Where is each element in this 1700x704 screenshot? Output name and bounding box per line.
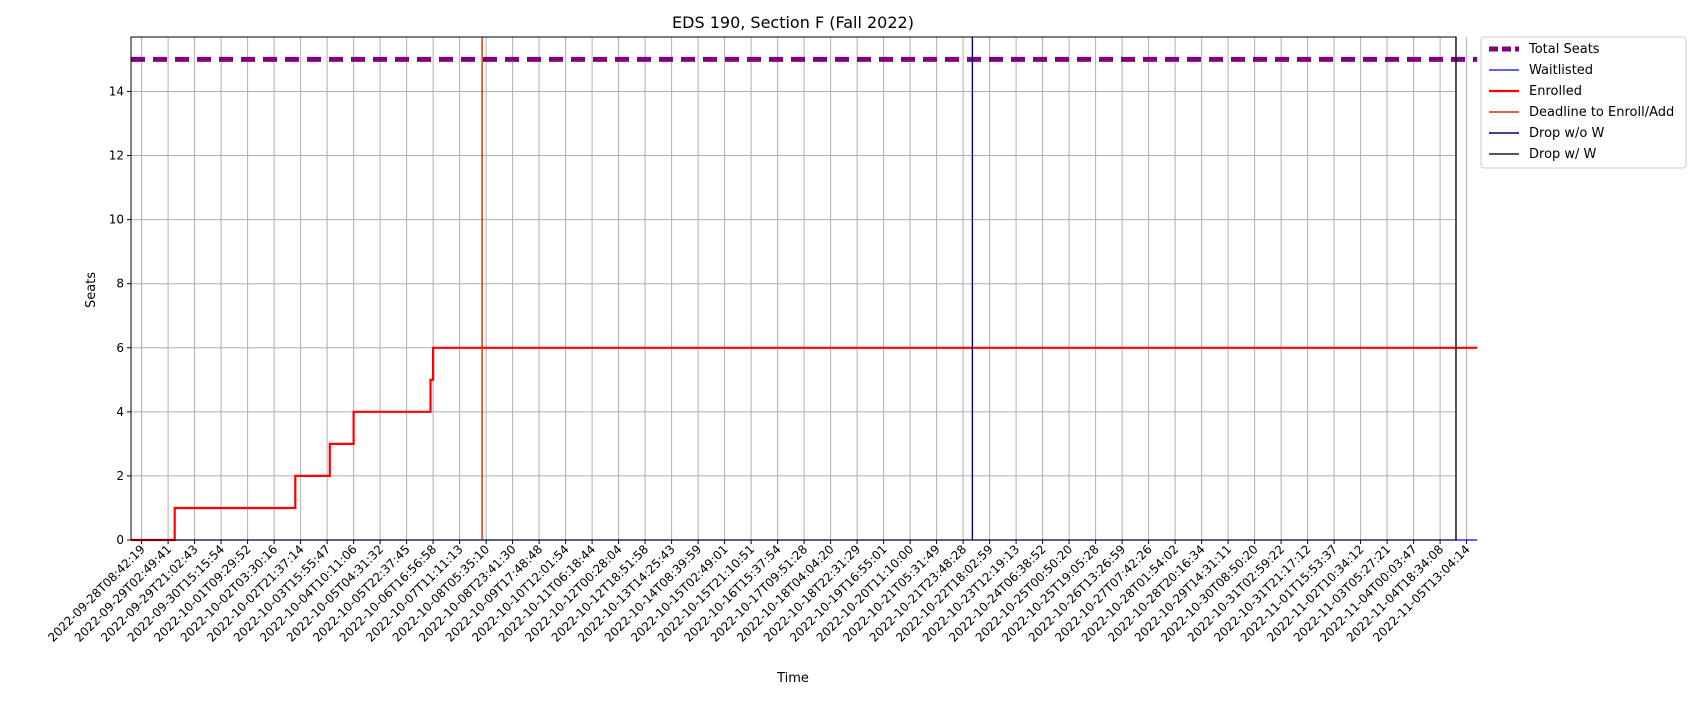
legend-label-deadline-to-enroll-add: Deadline to Enroll/Add xyxy=(1529,105,1674,120)
y-axis-label: Seats xyxy=(84,272,99,308)
x-axis: 2022-09-28T08:42:192022-09-29T02:49:4120… xyxy=(45,540,1473,645)
y-tick-label: 10 xyxy=(109,213,124,227)
y-tick-label: 0 xyxy=(116,533,124,547)
x-axis-label: Time xyxy=(776,671,809,686)
y-tick-label: 14 xyxy=(109,84,124,98)
plot-frame xyxy=(130,36,1457,541)
legend-label-drop-w-w: Drop w/ W xyxy=(1529,147,1597,162)
y-tick-label: 4 xyxy=(116,405,124,419)
legend-label-waitlisted: Waitlisted xyxy=(1529,63,1593,78)
legend-frame xyxy=(1480,36,1687,169)
chart-title: EDS 190, Section F (Fall 2022) xyxy=(672,13,914,32)
series-enrolled-line xyxy=(131,346,1478,542)
deadline-markers xyxy=(481,37,1457,540)
legend-label-enrolled: Enrolled xyxy=(1529,84,1582,99)
grid xyxy=(131,37,1468,541)
y-tick-label: 8 xyxy=(116,277,124,291)
y-axis: 0 2 4 6 8 10 12 14 xyxy=(109,84,131,547)
legend-label-drop-w-o-w: Drop w/o W xyxy=(1529,126,1605,141)
y-tick-label: 6 xyxy=(116,341,124,355)
legend-label-total-seats: Total Seats xyxy=(1528,42,1600,57)
legend: Total Seats Waitlisted Enrolled Deadline to… xyxy=(1480,36,1687,169)
y-tick-label: 12 xyxy=(109,149,124,163)
y-tick-label: 2 xyxy=(116,469,124,483)
